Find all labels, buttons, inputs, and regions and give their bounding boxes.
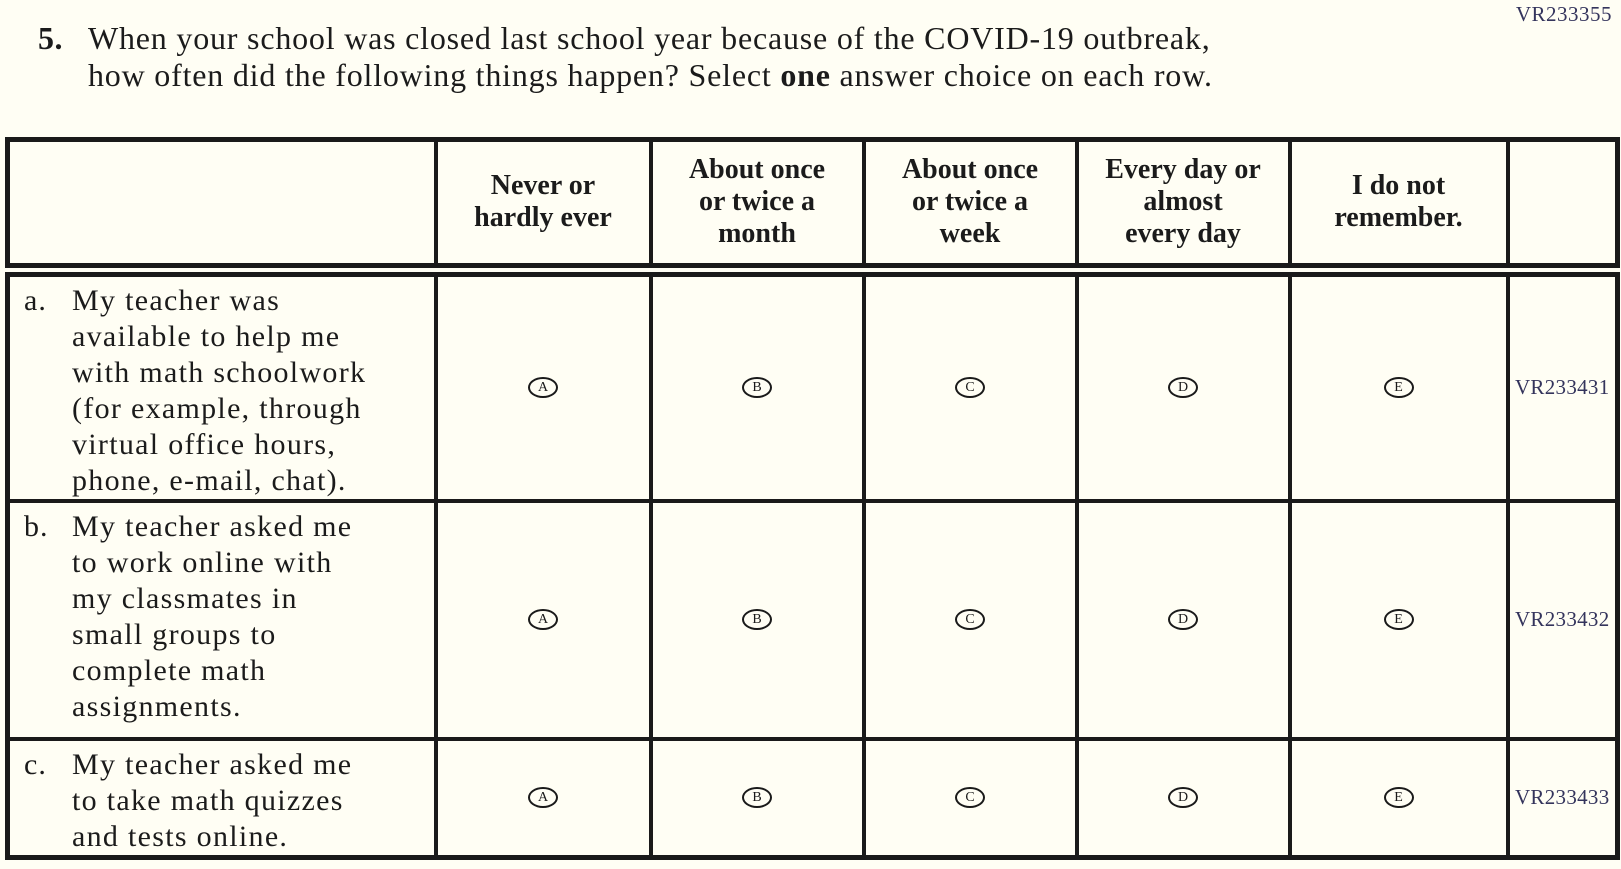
question-line-1: When your school was closed last school … — [88, 20, 1211, 56]
question-line-2: how often did the following things happe… — [88, 57, 1213, 94]
answer-cell-a-never: A — [433, 267, 653, 503]
row-label-a: a. — [24, 283, 47, 317]
answer-cell-c-never: A — [433, 736, 653, 859]
answer-bubble-c-C[interactable]: C — [955, 787, 985, 808]
answer-bubble-c-E[interactable]: E — [1383, 787, 1414, 808]
answer-cell-b-noremember: E — [1287, 498, 1510, 741]
column-header-every-day: Every day or almost every day — [1074, 137, 1292, 277]
row-code-b: VR233432 — [1505, 498, 1620, 741]
answer-cell-b-never: A — [433, 498, 653, 741]
response-matrix: Never or hardly ever About once or twice… — [5, 137, 1620, 860]
answer-bubble-b-E[interactable]: E — [1383, 609, 1414, 630]
answer-bubble-b-D[interactable]: D — [1168, 609, 1198, 630]
row-code-c: VR233433 — [1505, 736, 1620, 859]
column-header-never-or-hardly-ever: Never or hardly ever — [433, 137, 653, 277]
statement-column-header-empty — [5, 137, 438, 277]
answer-bubble-a-C[interactable]: C — [955, 377, 985, 398]
row-label-c: c. — [24, 747, 47, 781]
column-header-once-twice-week: About once or twice a week — [861, 137, 1079, 277]
table-row-a: a. My teacher was available to help me w… — [5, 267, 1620, 503]
question-bold-word: one — [780, 57, 831, 93]
code-column-header-empty — [1505, 137, 1620, 277]
answer-bubble-a-E[interactable]: E — [1383, 377, 1414, 398]
column-header-once-twice-month: About once or twice a month — [648, 137, 866, 277]
table-row-c: c. My teacher asked me to take math quiz… — [5, 736, 1620, 859]
answer-bubble-c-A[interactable]: A — [528, 787, 558, 808]
form-code: VR233355 — [1515, 2, 1612, 26]
answer-cell-a-everyday: D — [1074, 267, 1292, 503]
answer-cell-a-noremember: E — [1287, 267, 1510, 503]
question-line-2-before: how often did the following things happe… — [88, 57, 781, 93]
answer-bubble-c-B[interactable]: B — [742, 787, 772, 808]
answer-cell-c-everyday: D — [1074, 736, 1292, 859]
column-header-do-not-remember: I do not remember. — [1287, 137, 1510, 277]
answer-cell-c-month: B — [648, 736, 866, 859]
header-row: Never or hardly ever About once or twice… — [5, 137, 1620, 277]
question-number: 5. — [38, 20, 63, 56]
statement-text-c: My teacher asked me to take math quizzes… — [72, 747, 353, 853]
answer-cell-b-week: C — [861, 498, 1079, 741]
question-block: 5. When your school was closed last scho… — [38, 20, 1213, 94]
answer-bubble-a-A[interactable]: A — [528, 377, 558, 398]
question-line-2-after: answer choice on each row. — [830, 57, 1213, 93]
answer-bubble-b-C[interactable]: C — [955, 609, 985, 630]
answer-bubble-c-D[interactable]: D — [1168, 787, 1198, 808]
answer-cell-c-week: C — [861, 736, 1079, 859]
answer-cell-c-noremember: E — [1287, 736, 1510, 859]
row-label-b: b. — [24, 509, 49, 543]
answer-bubble-a-D[interactable]: D — [1168, 377, 1198, 398]
statement-cell-c: c. My teacher asked me to take math quiz… — [5, 736, 438, 859]
answer-bubble-b-A[interactable]: A — [528, 609, 558, 630]
row-code-a: VR233431 — [1505, 267, 1620, 503]
statement-text-b: My teacher asked me to work online with … — [72, 509, 353, 723]
answer-cell-a-week: C — [861, 267, 1079, 503]
statement-text-a: My teacher was available to help me with… — [72, 283, 367, 497]
question-text: When your school was closed last school … — [88, 20, 1213, 94]
answer-bubble-a-B[interactable]: B — [742, 377, 772, 398]
statement-cell-a: a. My teacher was available to help me w… — [5, 267, 438, 503]
answer-cell-b-month: B — [648, 498, 866, 741]
answer-cell-a-month: B — [648, 267, 866, 503]
answer-cell-b-everyday: D — [1074, 498, 1292, 741]
statement-cell-b: b. My teacher asked me to work online wi… — [5, 498, 438, 741]
table-row-b: b. My teacher asked me to work online wi… — [5, 498, 1620, 741]
answer-bubble-b-B[interactable]: B — [742, 609, 772, 630]
